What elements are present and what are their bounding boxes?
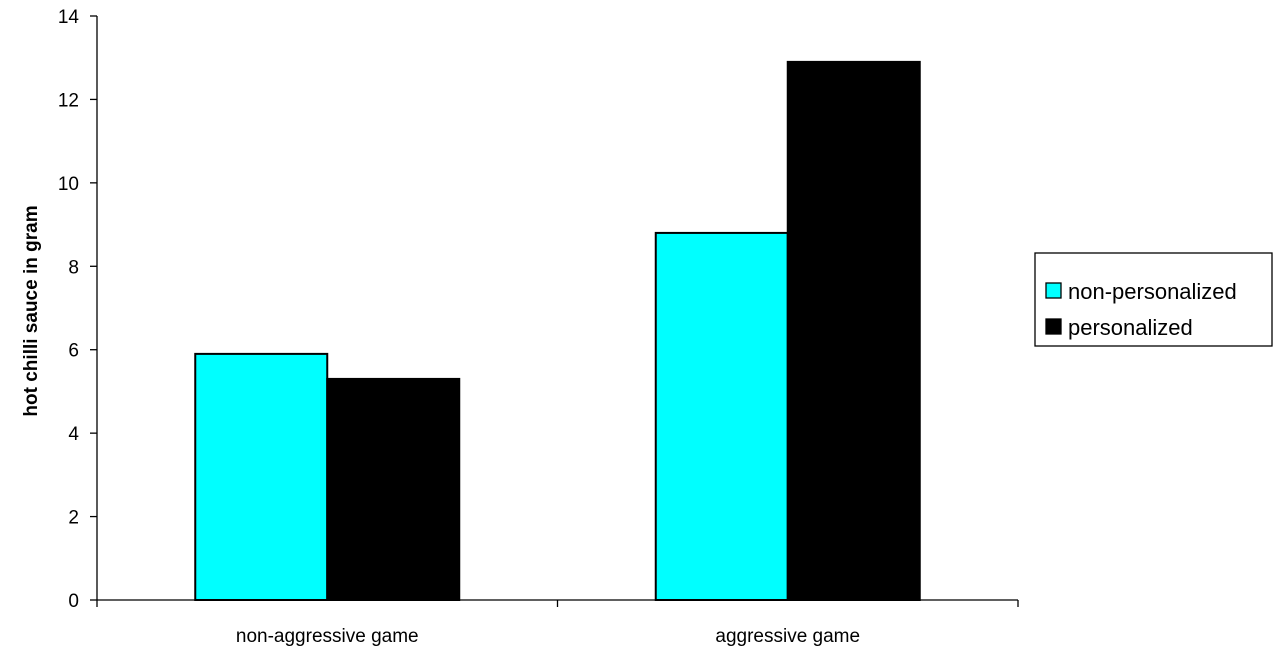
legend-swatch-personalized [1045,318,1062,335]
bar-personalized-aggressive-game [786,60,921,601]
bars-group [194,60,921,602]
legend-label-non-personalized: non-personalized [1068,279,1237,304]
axes-group: 0 2 4 6 8 10 12 14 non-aggressive game aggressive… [58,7,1019,647]
y-tick-label: 8 [68,257,79,278]
bar-non-personalized-aggressive-game [654,231,789,602]
y-axis-title: hot chilli sauce in gram [21,205,42,416]
legend-box [1034,252,1273,347]
legend-swatch-non-personalized [1045,282,1062,299]
bar-non-personalized-non-aggressive-game [194,352,329,601]
y-tick-label: 14 [58,7,80,28]
y-tick-label: 0 [68,591,79,612]
legend-label-personalized: personalized [1068,315,1193,340]
y-tick-label: 2 [68,508,79,529]
x-category-label: aggressive game [715,626,860,647]
y-tick-label: 4 [68,424,79,445]
y-tick-label: 6 [68,341,79,362]
x-category-label: non-aggressive game [236,626,419,647]
y-tick-label: 12 [58,90,79,111]
bar-personalized-non-aggressive-game [326,377,461,601]
legend: non-personalized personalized [1034,252,1273,347]
y-tick-label: 10 [58,174,79,195]
